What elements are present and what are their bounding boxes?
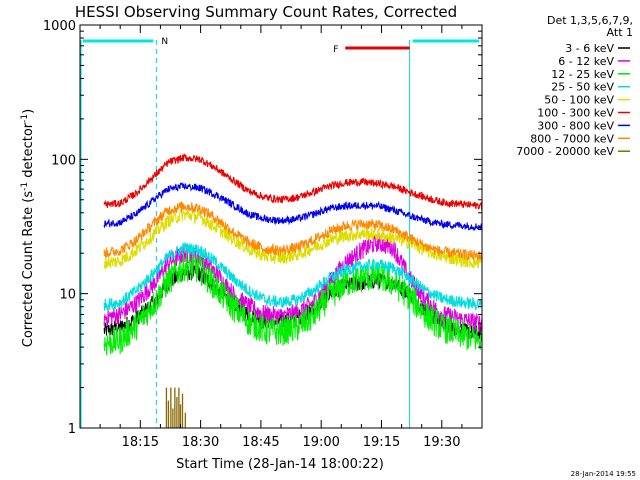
series-line-25-50-keV [103, 242, 483, 312]
chart-timestamp: 28-Jan-2014 19:55 [571, 470, 636, 478]
legend-entry-label: 25 - 50 keV [551, 81, 614, 94]
legend-header-line-1: Det 1,3,5,6,7,9, [547, 14, 633, 27]
y-tick-label: 1000 [43, 19, 76, 34]
series-line-12-25-keV [103, 252, 483, 357]
chart-title: HESSI Observing Summary Count Rates, Cor… [75, 3, 457, 21]
legend-entry-label: 3 - 6 keV [565, 42, 614, 55]
series-line-800-7000-keV [103, 201, 483, 261]
legend-entry-label: 7000 - 20000 keV [516, 145, 614, 158]
legend-entry-label: 800 - 7000 keV [530, 132, 614, 145]
x-axis-label: Start Time (28-Jan-14 18:00:22) [176, 457, 384, 472]
legend-header-line-2: Att 1 [607, 26, 633, 39]
flare-flag-label: F [333, 45, 338, 55]
x-tick-label: 18:30 [182, 435, 219, 450]
x-tick-label: 18:45 [242, 435, 279, 450]
y-tick-label: 100 [51, 153, 76, 168]
series-line-100-300-keV [103, 152, 483, 211]
x-tick-label: 19:30 [423, 435, 460, 450]
y-tick-label: 1 [68, 422, 76, 437]
series-line-300-800-keV [103, 181, 483, 232]
series-line-50-100-keV [103, 209, 483, 270]
legend-entry-label: 6 - 12 keV [558, 55, 614, 68]
x-tick-label: 19:15 [363, 435, 400, 450]
y-tick-label: 10 [59, 288, 76, 303]
x-tick-label: 19:00 [302, 435, 339, 450]
legend-entry-label: 300 - 800 keV [537, 119, 614, 132]
plot-frame [79, 24, 483, 429]
legend-entry-label: 100 - 300 keV [537, 107, 614, 120]
x-tick-label: 18:15 [122, 435, 159, 450]
plot-area: N F 18:15 18:30 18:45 19:00 19:15 19:30 1 10 100 10… [43, 19, 483, 450]
legend-entry-label: 50 - 100 keV [544, 94, 614, 107]
y-axis-label: Corrected Count Rate (s-1 detector-1) [20, 109, 36, 347]
legend-entry-label: 12 - 25 keV [551, 68, 614, 81]
night-flag-label: N [161, 37, 168, 47]
